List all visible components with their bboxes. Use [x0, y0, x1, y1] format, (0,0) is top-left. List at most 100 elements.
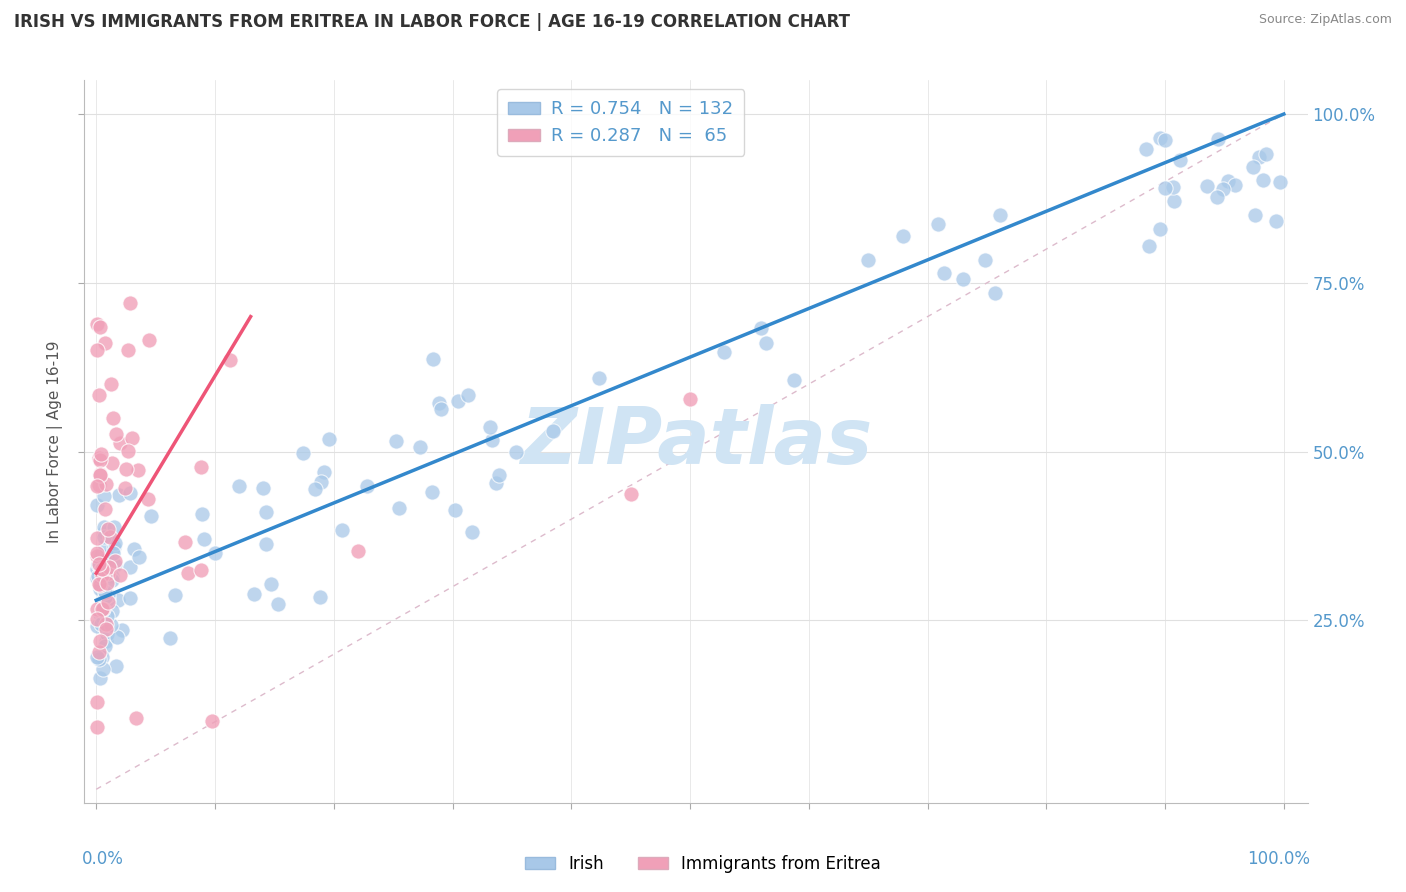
Point	[588, 371, 610, 385]
Point	[1137, 238, 1160, 252]
Point	[1161, 180, 1184, 194]
Point	[219, 353, 242, 368]
Point	[988, 208, 1011, 222]
Point	[308, 591, 330, 605]
Point	[125, 711, 148, 725]
Point	[118, 485, 141, 500]
Text: Source: ZipAtlas.com: Source: ZipAtlas.com	[1258, 13, 1392, 27]
Point	[128, 549, 150, 564]
Point	[191, 508, 214, 522]
Point	[90, 616, 112, 631]
Point	[254, 505, 277, 519]
Point	[90, 563, 112, 577]
Point	[100, 530, 122, 544]
Point	[89, 582, 111, 596]
Point	[89, 452, 111, 467]
Point	[346, 543, 368, 558]
Point	[86, 720, 108, 734]
Point	[91, 602, 114, 616]
Point	[127, 463, 149, 477]
Point	[94, 634, 117, 648]
Point	[87, 451, 110, 466]
Point	[108, 488, 131, 502]
Point	[1241, 160, 1264, 174]
Point	[86, 318, 108, 332]
Point	[461, 524, 484, 539]
Point	[107, 593, 129, 607]
Point	[1208, 131, 1230, 145]
Point	[330, 523, 353, 537]
Point	[114, 462, 136, 476]
Point	[96, 616, 118, 631]
Point	[94, 502, 117, 516]
Point	[983, 286, 1005, 301]
Point	[91, 662, 114, 676]
Point	[97, 595, 120, 609]
Point	[312, 465, 335, 479]
Point	[91, 602, 114, 616]
Point	[783, 373, 806, 387]
Point	[485, 475, 508, 490]
Point	[91, 595, 114, 609]
Point	[87, 388, 110, 402]
Point	[1135, 142, 1157, 156]
Point	[679, 392, 702, 406]
Point	[104, 554, 127, 568]
Text: 100.0%: 100.0%	[1247, 850, 1310, 868]
Point	[1253, 172, 1275, 186]
Point	[1149, 131, 1171, 145]
Point	[1154, 132, 1177, 146]
Point	[1256, 147, 1278, 161]
Point	[105, 658, 128, 673]
Point	[176, 566, 198, 580]
Point	[388, 501, 411, 516]
Point	[138, 334, 160, 348]
Point	[159, 631, 181, 645]
Point	[87, 569, 110, 583]
Point	[86, 479, 108, 493]
Point	[89, 671, 111, 685]
Point	[89, 467, 111, 482]
Point	[96, 549, 118, 563]
Point	[1249, 150, 1271, 164]
Point	[891, 229, 914, 244]
Point	[86, 562, 108, 576]
Point	[1270, 175, 1292, 189]
Point	[94, 477, 117, 491]
Point	[96, 556, 118, 570]
Point	[93, 590, 115, 604]
Point	[86, 549, 108, 563]
Point	[86, 602, 108, 616]
Point	[103, 558, 125, 573]
Point	[228, 479, 250, 493]
Text: 0.0%: 0.0%	[82, 850, 124, 868]
Point	[98, 560, 121, 574]
Point	[86, 557, 108, 571]
Point	[120, 560, 142, 574]
Legend: Irish, Immigrants from Eritrea: Irish, Immigrants from Eritrea	[519, 848, 887, 880]
Point	[117, 443, 139, 458]
Point	[96, 626, 118, 640]
Point	[97, 592, 120, 607]
Point	[97, 523, 120, 537]
Point	[94, 558, 117, 573]
Point	[120, 296, 142, 310]
Point	[117, 343, 139, 358]
Point	[86, 571, 108, 585]
Point	[94, 585, 117, 599]
Point	[86, 619, 108, 633]
Point	[104, 536, 127, 550]
Point	[505, 445, 527, 459]
Point	[108, 567, 131, 582]
Point	[121, 432, 143, 446]
Point	[1244, 208, 1267, 222]
Point	[94, 335, 117, 350]
Point	[201, 714, 224, 729]
Point	[1212, 182, 1234, 196]
Point	[260, 577, 283, 591]
Point	[444, 503, 467, 517]
Point	[101, 569, 124, 583]
Point	[713, 345, 735, 359]
Point	[94, 552, 117, 566]
Point	[94, 540, 117, 554]
